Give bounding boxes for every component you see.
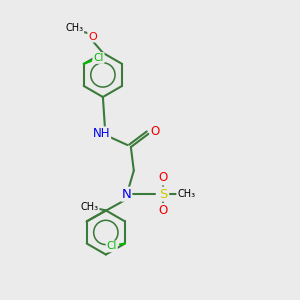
Text: Cl: Cl (93, 53, 104, 63)
Text: O: O (159, 204, 168, 217)
Text: NH: NH (93, 127, 110, 140)
Text: O: O (159, 172, 168, 184)
Text: O: O (88, 32, 97, 42)
Text: O: O (150, 125, 160, 138)
Text: CH₃: CH₃ (177, 189, 195, 199)
Text: N: N (122, 188, 131, 201)
Text: Cl: Cl (106, 242, 117, 251)
Text: S: S (159, 188, 167, 201)
Text: CH₃: CH₃ (81, 202, 99, 212)
Text: CH₃: CH₃ (65, 23, 83, 33)
